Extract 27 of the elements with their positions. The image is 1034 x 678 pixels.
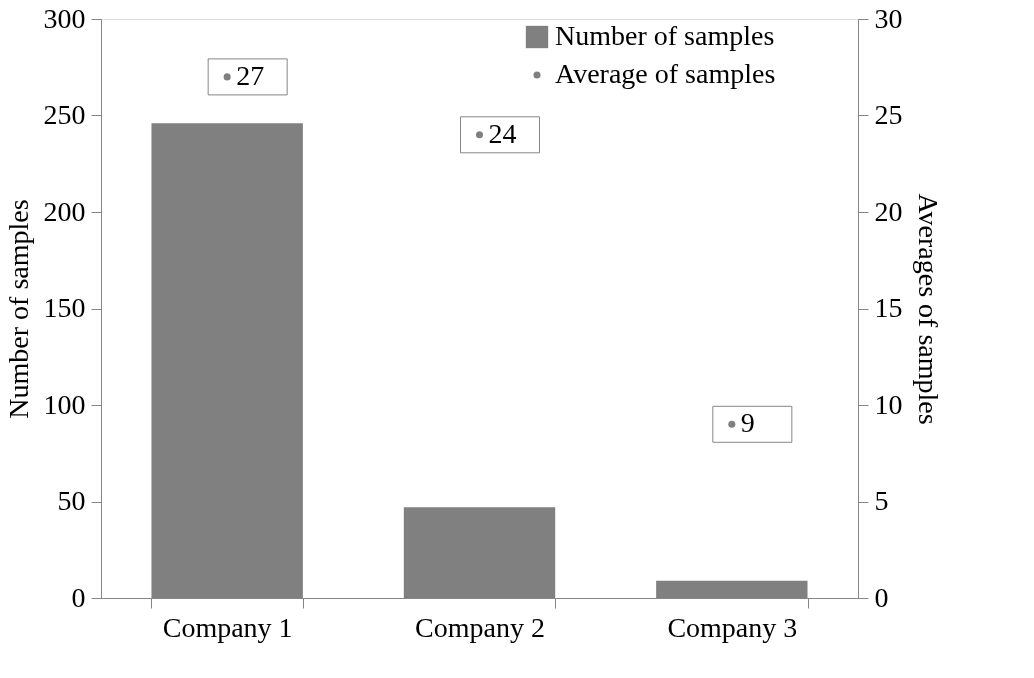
point: [223, 73, 231, 81]
y2-tick-label: 10: [874, 388, 903, 420]
y-tick-label: 200: [43, 195, 86, 227]
y-tick-label: 250: [43, 99, 86, 130]
y-tick-label: 150: [43, 292, 86, 323]
y2-tick-label: 15: [874, 292, 903, 323]
legend-label: Number of samples: [555, 20, 775, 51]
point: [475, 131, 484, 139]
y-tick-label: 0: [71, 581, 86, 613]
x-tick-label: Company 1: [162, 611, 293, 643]
data-label: 24: [488, 117, 517, 149]
y2-tick-label: 25: [874, 99, 903, 130]
point: [728, 420, 736, 428]
y2-tick-label: 30: [874, 2, 903, 34]
y-tick-label: 50: [57, 485, 86, 516]
data-label: 27: [236, 59, 265, 91]
y2-tick-label: 0: [874, 581, 889, 613]
y2-axis-title: Averages of samples: [912, 193, 944, 425]
y-tick-label: 100: [43, 388, 86, 420]
legend-label: Average of samples: [555, 58, 776, 89]
x-tick-label: Company 2: [415, 611, 545, 643]
y-tick-label: 300: [43, 2, 86, 34]
y2-tick-label: 5: [874, 485, 889, 516]
data-label: 9: [740, 407, 755, 439]
y-axis-title: Number of samples: [2, 199, 34, 419]
x-tick-label: Company 3: [667, 611, 798, 643]
y2-tick-label: 20: [874, 195, 903, 227]
